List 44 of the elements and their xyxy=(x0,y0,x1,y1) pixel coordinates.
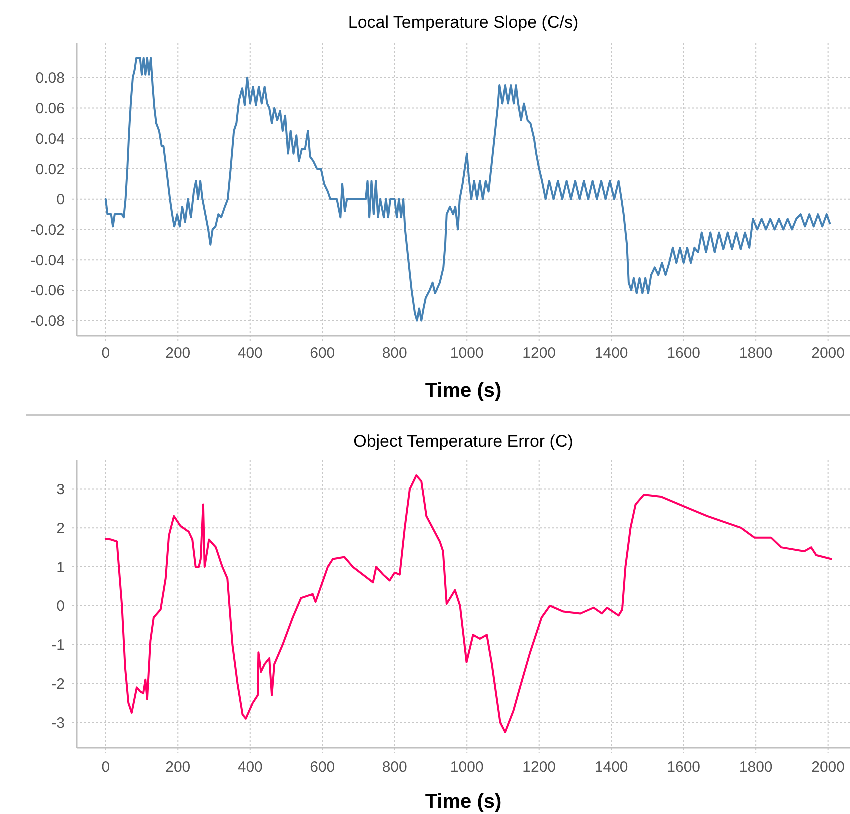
y-tick-label: 1 xyxy=(56,559,65,576)
x-tick-label: 200 xyxy=(166,345,191,362)
x-tick-label: 1800 xyxy=(739,759,773,776)
x-tick-label: 2000 xyxy=(812,759,846,776)
x-tick-label: 200 xyxy=(166,759,191,776)
y-tick-label: 0 xyxy=(56,598,65,616)
x-tick-label: 0 xyxy=(102,759,110,776)
x-tick-label: 1400 xyxy=(594,345,628,362)
x-axis-title: Time (s) xyxy=(425,380,502,402)
x-tick-label: 1200 xyxy=(522,759,556,776)
y-tick-label: -0.06 xyxy=(30,282,65,300)
x-tick-label: 2000 xyxy=(812,345,846,362)
y-tick-label: -3 xyxy=(52,714,65,732)
y-tick-label: 3 xyxy=(56,481,65,498)
x-tick-label: 600 xyxy=(310,759,336,776)
x-tick-label: 1200 xyxy=(522,345,556,362)
x-tick-label: 400 xyxy=(238,759,263,776)
y-tick-label: -1 xyxy=(52,637,65,654)
x-tick-label: 800 xyxy=(382,759,408,776)
x-tick-label: 1000 xyxy=(450,759,484,776)
x-tick-label: 600 xyxy=(310,345,336,362)
x-tick-label: 1600 xyxy=(667,345,701,362)
line-series xyxy=(104,57,832,322)
chart-title: Object Temperature Error (C) xyxy=(354,432,574,451)
x-tick-label: 0 xyxy=(102,345,110,362)
y-tick-label: -0.04 xyxy=(30,252,65,270)
y-tick-label: -2 xyxy=(52,676,65,694)
y-tick-label: 0 xyxy=(56,192,65,209)
y-tick-label: -0.08 xyxy=(30,313,65,330)
y-tick-label: -0.02 xyxy=(30,222,65,239)
line-series xyxy=(104,474,833,734)
x-tick-label: 1000 xyxy=(450,345,484,362)
x-tick-label: 800 xyxy=(382,345,408,362)
chart-title: Local Temperature Slope (C/s) xyxy=(348,13,579,32)
y-tick-label: 0.06 xyxy=(36,100,65,118)
x-tick-label: 1800 xyxy=(739,345,773,362)
y-tick-label: 2 xyxy=(56,520,65,538)
y-tick-label: 0.08 xyxy=(36,70,65,88)
x-tick-label: 1400 xyxy=(594,759,628,776)
y-tick-label: 0.02 xyxy=(36,161,65,178)
y-tick-label: 0.04 xyxy=(36,130,65,148)
x-tick-label: 400 xyxy=(238,345,263,362)
x-tick-label: 1600 xyxy=(667,759,701,776)
x-axis-title: Time (s) xyxy=(425,791,502,813)
